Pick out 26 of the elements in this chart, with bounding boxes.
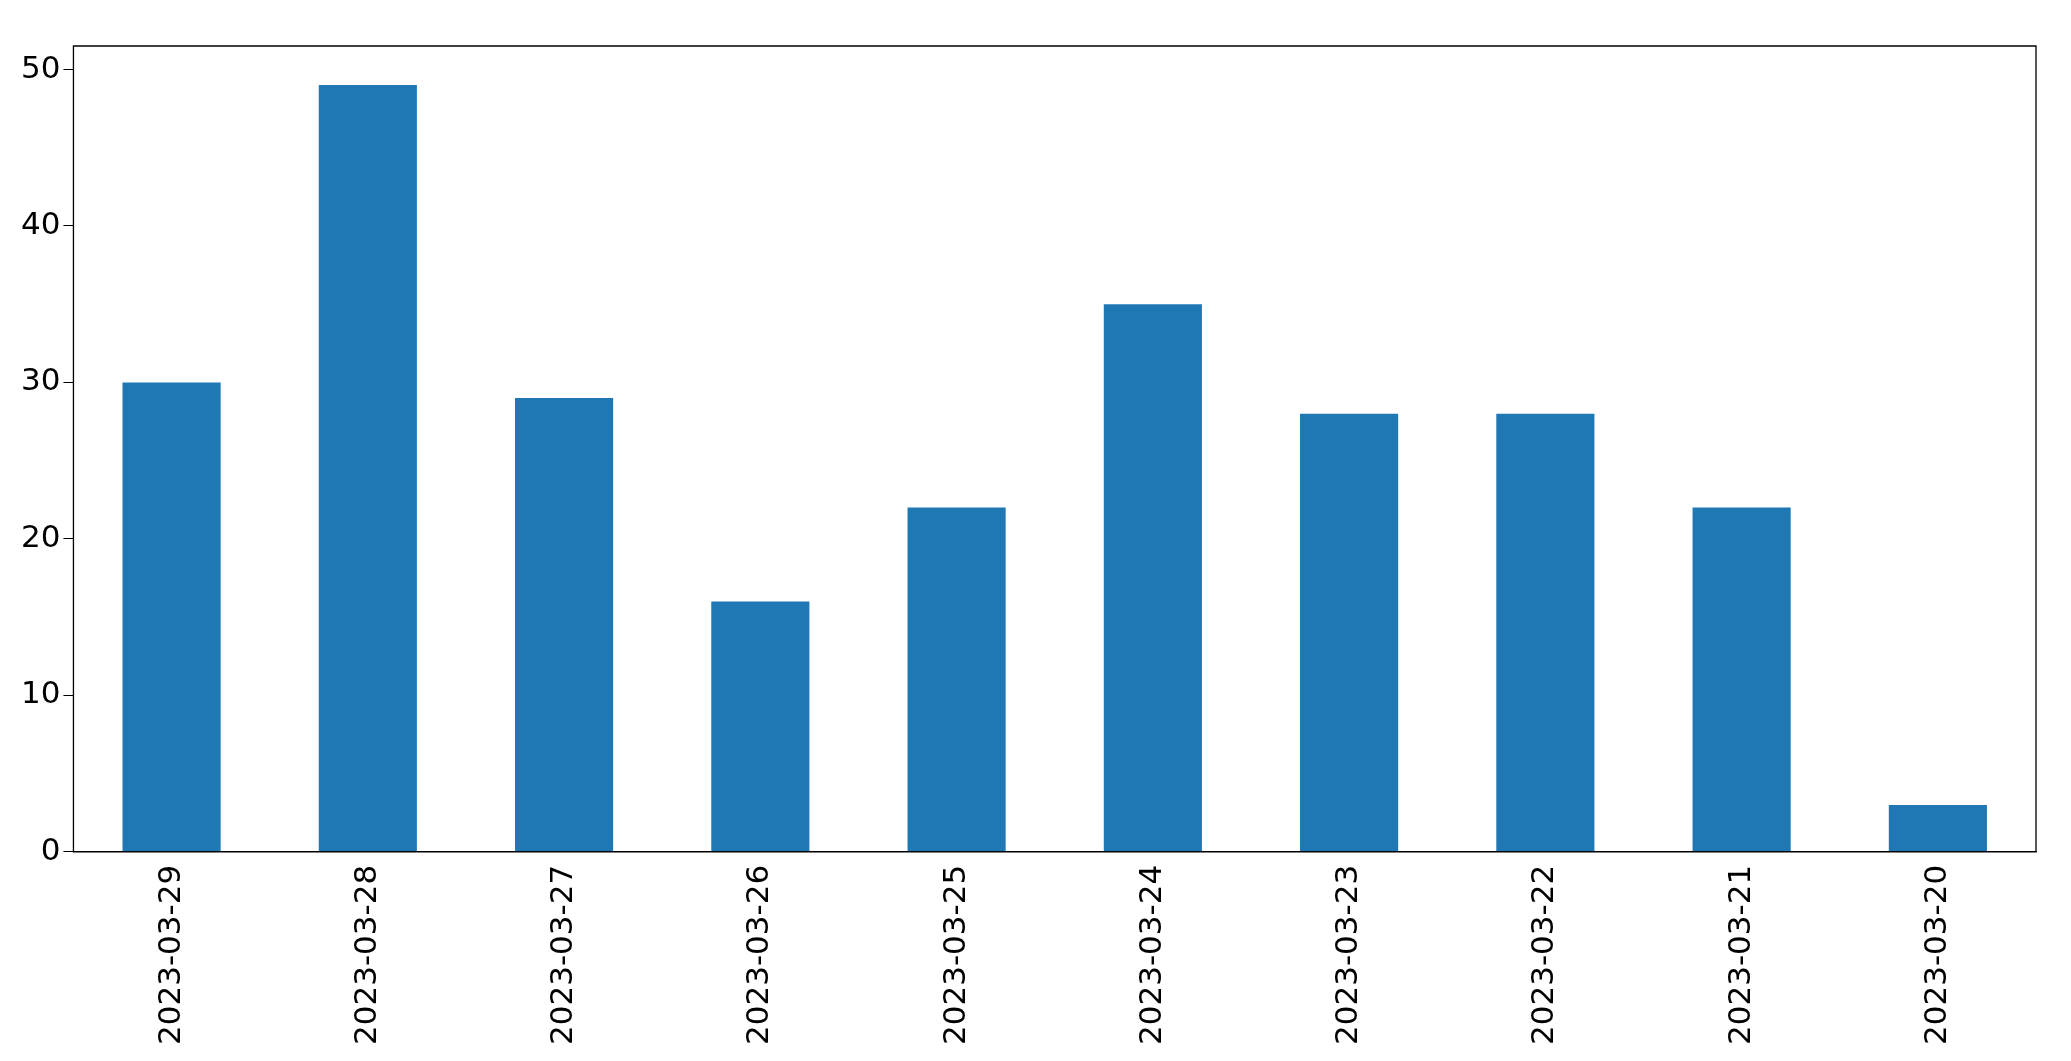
- bar: [711, 601, 810, 852]
- bar: [318, 85, 417, 852]
- y-tick-label: 10: [20, 674, 61, 711]
- y-tick-label: 50: [20, 48, 61, 85]
- x-tick-label: 2023-03-22: [1524, 864, 1561, 1046]
- bar: [1103, 304, 1202, 852]
- x-tick-label: 2023-03-25: [935, 864, 972, 1046]
- bar: [515, 398, 614, 852]
- x-tick-label: 2023-03-26: [739, 864, 776, 1046]
- x-tick-label: 2023-03-29: [150, 864, 187, 1046]
- x-tick-label: 2023-03-20: [1916, 864, 1953, 1046]
- x-tick-label: 2023-03-28: [346, 864, 383, 1046]
- x-tick-label: 2023-03-24: [1131, 864, 1168, 1046]
- y-tick-label: 0: [40, 830, 61, 867]
- bar: [1888, 804, 1987, 852]
- x-tick-label: 2023-03-27: [543, 864, 580, 1046]
- y-tick-label: 30: [20, 361, 61, 398]
- bar: [1692, 507, 1791, 852]
- y-tick-label: 20: [20, 517, 61, 554]
- x-tick-label: 2023-03-21: [1720, 864, 1757, 1046]
- x-tick-label: 2023-03-23: [1328, 864, 1365, 1046]
- y-tick-label: 40: [20, 204, 61, 241]
- bar: [122, 382, 221, 852]
- bar: [1300, 413, 1399, 852]
- bar: [907, 507, 1006, 852]
- bar: [1496, 413, 1595, 852]
